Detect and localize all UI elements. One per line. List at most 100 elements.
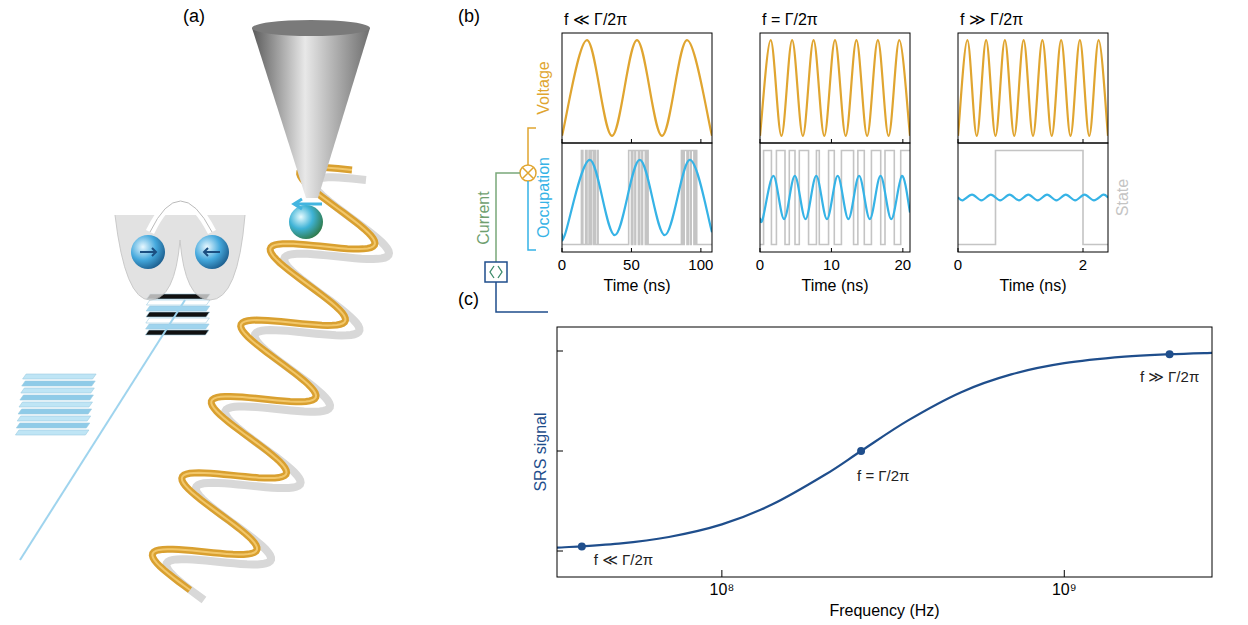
axis-title: Time (ns): [802, 277, 869, 294]
spin-arrow: [140, 248, 156, 256]
tick: [1064, 570, 1065, 577]
tick: [557, 551, 563, 552]
axis-title: Frequency (Hz): [829, 602, 939, 619]
panel-label: (a): [183, 6, 205, 26]
electron: [195, 235, 229, 269]
stripe: [146, 318, 210, 323]
stripe: [145, 330, 209, 335]
tick-label: 0: [756, 256, 764, 273]
series-line: [760, 176, 910, 222]
srs-panel: 10⁸10⁹Frequency (Hz)SRS signalf ≪ Γ/2πf …: [532, 327, 1212, 619]
trace-panel: 0 2 Time (ns) f ≫ Γ/2π: [954, 11, 1108, 294]
stripe: [146, 324, 210, 329]
trace-panel: 01020Time (ns)f = Γ/2π: [756, 11, 911, 294]
figure: (a)(b)(c)050100Time (ns)f ≪ Γ/2πVoltageO…: [0, 0, 1248, 625]
axis-title: Time (ns): [604, 277, 671, 294]
plot-area: [760, 151, 910, 245]
stripe: [19, 402, 93, 407]
frame: [958, 33, 1108, 143]
plot-area: [760, 40, 910, 136]
tick: [760, 139, 761, 143]
series-line: [760, 151, 910, 245]
axis-title: SRS signal: [532, 412, 549, 491]
electron: [131, 235, 165, 269]
series-line: [562, 160, 712, 240]
series-line: [958, 151, 1108, 245]
helix-highlight: [152, 167, 375, 590]
annotation-label: f ≪ Γ/2π: [594, 551, 653, 568]
stripe: [16, 423, 90, 428]
series-line: [562, 40, 712, 136]
stripe: [20, 395, 94, 400]
axis-title: Time (ns): [1000, 277, 1067, 294]
multiplier: [520, 165, 536, 181]
panel-label: (c): [458, 289, 479, 309]
multiplier-x: [523, 168, 534, 179]
average-box: [485, 262, 507, 282]
annotation-label: f ≫ Γ/2π: [1140, 368, 1199, 385]
tick: [562, 139, 563, 143]
frame: [562, 33, 712, 143]
stripe: [146, 300, 210, 305]
spin-arrow: [204, 248, 220, 256]
tunnel-arrow: [150, 201, 212, 232]
tick: [1083, 139, 1084, 143]
helix: [152, 167, 375, 590]
average-symbol: [490, 266, 502, 278]
tick: [958, 248, 959, 252]
stripe: [22, 381, 96, 386]
trace-panel: 050100Time (ns)f ≪ Γ/2π: [558, 11, 714, 294]
tick: [831, 248, 832, 252]
connector: [528, 181, 536, 250]
tick: [902, 248, 903, 252]
series-label: State: [1114, 179, 1131, 216]
tick: [831, 139, 832, 143]
tick-label: 10⁹: [1052, 581, 1077, 598]
double-well: [115, 215, 245, 300]
series-line: [557, 353, 1212, 548]
annotation-dot: [578, 542, 586, 550]
tick: [562, 248, 563, 252]
series-label: Voltage: [535, 61, 552, 114]
tick: [631, 139, 632, 143]
frame: [958, 143, 1108, 252]
frame: [557, 327, 1212, 577]
tip-top: [252, 20, 370, 36]
quantum-dot: [289, 205, 323, 239]
tick: [760, 248, 761, 252]
tick: [1083, 248, 1084, 252]
stripe: [18, 409, 92, 414]
stripe: [17, 416, 91, 421]
panel-title: f ≪ Γ/2π: [564, 11, 627, 28]
series-line: [760, 40, 910, 136]
tick-label: 20: [895, 256, 912, 273]
plot-area: [557, 350, 1212, 550]
connector: [528, 128, 536, 165]
stripe: [23, 374, 97, 379]
tip: [252, 28, 370, 198]
connector: [496, 282, 548, 312]
tick-label: 100: [688, 256, 713, 273]
panel-title: f ≫ Γ/2π: [960, 11, 1023, 28]
tick: [557, 351, 563, 352]
tick: [958, 139, 959, 143]
frame: [562, 143, 712, 252]
frame: [760, 143, 910, 252]
annotation-label: f = Γ/2π: [857, 467, 909, 484]
frame: [760, 33, 910, 143]
annotation-dot: [1166, 350, 1174, 358]
panel-label: (b): [458, 6, 480, 26]
connector: [496, 173, 520, 262]
tick: [557, 451, 563, 452]
tick-label: 50: [623, 256, 640, 273]
series-line: [958, 195, 1108, 201]
tick-label: 0: [954, 256, 962, 273]
plot-area: [958, 151, 1108, 245]
tick: [902, 139, 903, 143]
stripe: [21, 388, 95, 393]
plot-area: [562, 151, 712, 245]
illustration: [0, 20, 389, 600]
tick-label: 2: [1079, 256, 1087, 273]
tick: [631, 248, 632, 252]
current-label: Current: [475, 191, 492, 245]
